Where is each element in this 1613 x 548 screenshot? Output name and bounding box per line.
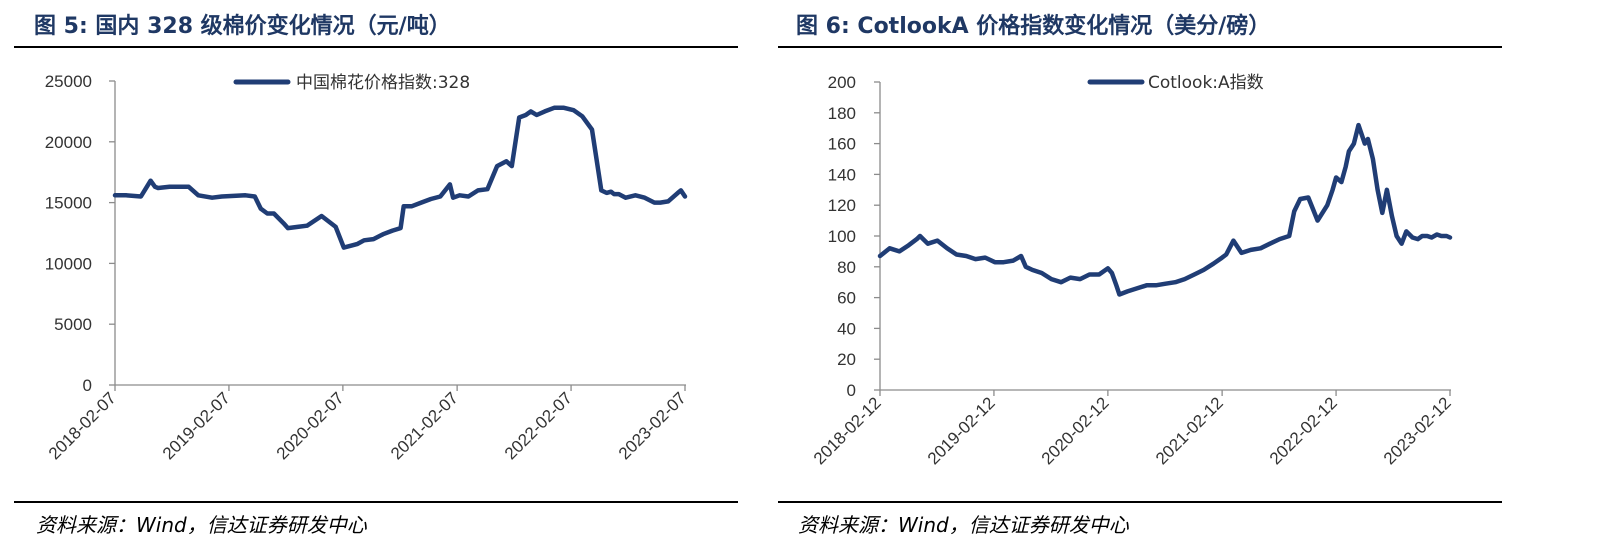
y-tick-label: 140: [828, 165, 856, 184]
figure-6-bottom-rule: [778, 501, 1502, 503]
x-tick-label: 2020-02-12: [1038, 393, 1113, 468]
figure-5-bottom-rule: [14, 501, 738, 503]
figure-6-panel: 图 6: CotlookA 价格指数变化情况（美分/磅） 0 20 40 60 80 10…: [778, 0, 1570, 548]
y-tick-label: 25000: [45, 72, 92, 91]
x-tick-label: 2020-02-07: [273, 388, 348, 463]
x-tick-label: 2021-02-07: [387, 388, 462, 463]
y-tick-label: 60: [837, 289, 856, 308]
figure-5-panel: 图 5: 国内 328 级棉价变化情况（元/吨） 0 5000 10000 15000…: [0, 0, 770, 548]
y-tick-label: 40: [837, 319, 856, 338]
figure-5-top-rule: [14, 46, 738, 48]
y-tick-label: 0: [847, 381, 856, 400]
y-tick-label: 20: [837, 350, 856, 369]
figure-6-top-rule: [778, 46, 1502, 48]
x-tick-label: 2022-02-07: [501, 388, 576, 463]
x-tick-label: 2022-02-12: [1266, 393, 1341, 468]
y-tick-label: 180: [828, 104, 856, 123]
figure-6-title: 图 6: CotlookA 价格指数变化情况（美分/磅）: [796, 14, 1271, 39]
y-tick-label: 0: [83, 376, 92, 395]
x-tick-label: 2021-02-12: [1152, 393, 1227, 468]
cotlook-a-index-chart: 0 20 40 60 80 100 120 140 160 180 200 2018-02-12 201…: [810, 73, 1455, 468]
series-line: [877, 122, 1453, 297]
y-tick-label: 5000: [54, 315, 92, 334]
figure-6-source: 资料来源：Wind，信达证券研发中心: [798, 513, 1129, 537]
figure-5-title: 图 5: 国内 328 级棉价变化情况（元/吨）: [34, 14, 451, 39]
y-tick-label: 100: [828, 227, 856, 246]
x-tick-label: 2023-02-12: [1380, 393, 1455, 468]
legend-label: 中国棉花价格指数:328: [296, 73, 470, 93]
x-tick-label: 2019-02-12: [924, 393, 999, 468]
y-tick-label: 80: [837, 258, 856, 277]
x-tick-label: 2023-02-07: [615, 388, 690, 463]
y-tick-label: 160: [828, 135, 856, 154]
x-tick-label: 2019-02-07: [159, 388, 234, 463]
legend-label: Cotlook:A指数: [1148, 73, 1264, 93]
x-tick-label: 2018-02-07: [45, 388, 120, 463]
y-tick-label: 15000: [45, 194, 92, 213]
figure-5-source: 资料来源：Wind，信达证券研发中心: [36, 513, 367, 537]
y-tick-label: 20000: [45, 133, 92, 152]
series-line: [112, 105, 688, 250]
x-tick-label: 2018-02-12: [810, 393, 885, 468]
y-tick-label: 10000: [45, 254, 92, 273]
domestic-cotton-328-price-chart: 0 5000 10000 15000 20000 25000 2018-02-07 2019-…: [45, 72, 690, 463]
y-tick-label: 200: [828, 73, 856, 92]
y-tick-label: 120: [828, 196, 856, 215]
